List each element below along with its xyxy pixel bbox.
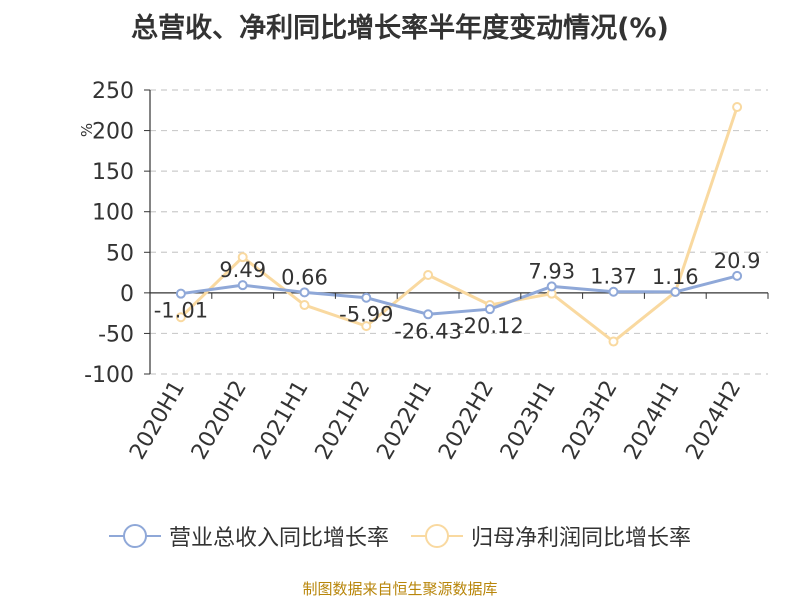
series-point-0 [299,287,310,298]
series-point-0 [670,286,681,297]
x-tick-label: 2021H2 [311,377,376,464]
series-point-1 [175,312,186,323]
data-label: -5.99 [339,303,393,327]
y-tick-label: 150 [92,160,134,185]
x-tick-label: 2022H1 [372,376,437,463]
y-tick-label: 100 [92,201,134,226]
line-chart: 250 200 150 100 50 0 -50 -100 % -1.01 9.49 0.66 -5… [78,79,769,464]
series-point-0 [237,280,248,291]
data-label: -20.12 [456,314,524,338]
y-tick-label: -50 [98,322,134,347]
series-line-1 [179,106,739,344]
x-tick-label: 2023H2 [558,377,623,464]
source-note: 制图数据来自恒生聚源数据库 [302,580,498,598]
y-axis-label: % [78,123,96,137]
x-tick-label: 2022H2 [434,377,499,464]
series-point-1 [423,270,434,281]
series-point-1 [299,300,310,311]
y-tick-label: 0 [120,282,134,307]
x-tick-label: 2020H2 [187,377,252,464]
x-tick-label: 2021H1 [249,377,314,464]
series-point-0 [546,281,557,292]
data-label: -26.43 [394,319,462,343]
y-tick-label: 50 [106,241,134,266]
legend-item-net-profit[interactable]: 归母净利润同比增长率 [411,520,691,552]
series-point-0 [608,286,619,297]
series-line-0 [180,274,738,316]
data-label: 7.93 [528,259,575,283]
legend-swatch-net-profit [411,523,463,549]
series-point-1 [361,321,372,332]
x-tick-label: 2024H1 [620,377,685,464]
legend-label-net-profit: 归母净利润同比增长率 [471,526,692,551]
series-group [175,102,743,347]
chart-title: 总营收、净利同比增长率半年度变动情况(%) [131,13,669,44]
series-point-0 [732,270,743,281]
legend-item-revenue[interactable]: 营业总收入同比增长率 [108,520,389,552]
x-tick-label: 2024H2 [681,377,746,464]
data-label: 1.16 [652,265,699,289]
legend: 营业总收入同比增长率 归母净利润同比增长率 [0,520,800,552]
data-label: 20.9 [714,249,761,273]
legend-marker-revenue [122,524,147,548]
data-label: 1.37 [590,265,637,289]
x-tick-label: 2023H1 [496,377,561,464]
y-tick-label: 200 [92,120,134,145]
series-point-1 [608,336,619,347]
series-point-1 [732,102,743,113]
y-tick-label: -100 [84,363,134,388]
series-point-0 [484,304,495,315]
x-tick-label: 2020H1 [125,377,190,464]
data-labels: -1.01 9.49 0.66 -5.99-26.43-20.12 7.93 1.37 1.… [154,249,761,343]
series-point-0 [423,309,434,320]
data-label: 0.66 [281,265,328,289]
legend-swatch-revenue [108,523,161,549]
legend-marker-net-profit [425,524,449,548]
y-tick-label: 250 [92,79,134,104]
series-point-1 [237,252,248,263]
data-label: -1.01 [154,299,208,323]
y-axis-ticks: 250 200 150 100 50 0 -50 -100 [84,79,151,388]
series-point-0 [361,292,372,303]
data-label: 9.49 [219,258,266,282]
legend-label-revenue: 营业总收入同比增长率 [168,526,389,551]
series-point-0 [175,288,186,299]
